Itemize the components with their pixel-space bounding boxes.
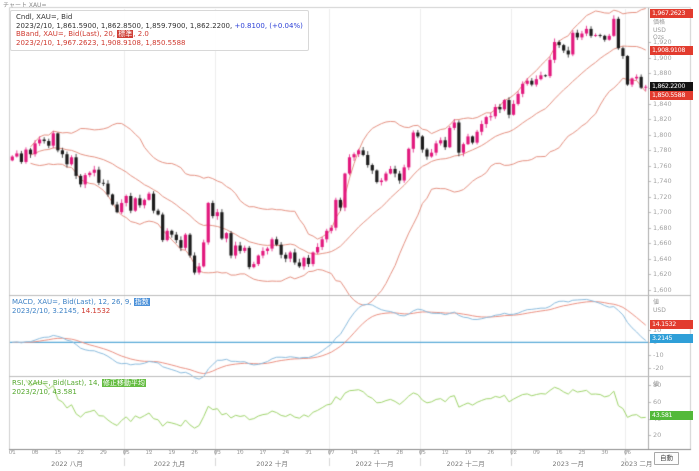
price-axis-tick: 1,620 xyxy=(653,270,672,279)
x-axis-day-label: 30 xyxy=(601,450,609,456)
price-axis-tick: 1,680 xyxy=(653,223,672,232)
x-axis-month-label: 2022 十月 xyxy=(256,460,288,468)
rsi-legend-title: RSI, XAU=, Bid(Last), 14, xyxy=(12,379,102,387)
x-axis-day-label: 02 xyxy=(510,450,518,456)
x-axis-day-label: 12 xyxy=(441,450,449,456)
x-axis-day-label: 05 xyxy=(418,450,426,456)
x-axis-day-label: 15 xyxy=(54,450,62,456)
candle-legend-title: Cndl, XAU=, Bid xyxy=(16,13,73,21)
macd-ma-mode: 指数 xyxy=(133,298,150,306)
bband-values: 2023/2/10, 1,967.2623, 1,908.9108, 1,850… xyxy=(16,38,186,47)
price-axis-tick: 1,660 xyxy=(653,239,672,248)
macd-legend[interactable]: MACD, XAU=, Bid(Last), 12, 26, 9, 指数 202… xyxy=(12,298,150,315)
x-axis-day-label: 24 xyxy=(282,450,290,456)
price-axis-tick: 1,800 xyxy=(653,130,672,139)
price-badge: 1,967.2623 xyxy=(650,8,693,18)
price-axis-tick: 1,780 xyxy=(653,146,672,155)
price-axis-tick: 1,600 xyxy=(653,285,672,294)
x-axis-day-label: 06 xyxy=(623,450,631,456)
x-axis-day-label: 10 xyxy=(236,450,244,456)
x-axis-day-label: 01 xyxy=(8,450,16,456)
x-axis-day-label: 26 xyxy=(191,450,199,456)
price-axis-tick: 1,900 xyxy=(653,53,672,62)
bband-legend-title: BBand, XAU=, Bid(Last), 20, xyxy=(16,30,118,39)
x-axis-month-label: 2023 二月 xyxy=(620,460,653,468)
macd-axis-tick: -10 xyxy=(653,351,664,360)
candle-ohlc-values: 2023/2/10, 1,861.5900, 1,862.8500, 1,859… xyxy=(16,21,235,30)
x-axis-day-label: 16 xyxy=(555,450,563,456)
rsi-legend[interactable]: RSI, XAU=, Bid(Last), 14, 修正移動平均 2023/2/… xyxy=(12,379,146,396)
x-axis-day-label: 19 xyxy=(168,450,176,456)
x-axis-day-label: 21 xyxy=(373,450,381,456)
x-axis-day-label: 07 xyxy=(327,450,335,456)
x-axis-day-label: 09 xyxy=(532,450,540,456)
window-title: チャート XAU= xyxy=(3,2,47,9)
x-axis-month-label: 2023 一月 xyxy=(552,460,585,468)
rsi-value: 2023/2/10, 43.581 xyxy=(12,387,77,396)
rsi-axis-tick: 60 xyxy=(653,398,662,407)
rsi-ma-mode: 修正移動平均 xyxy=(101,379,146,387)
price-axis-tick: 1,760 xyxy=(653,161,672,170)
x-axis-day-label: 28 xyxy=(396,450,404,456)
x-axis-day-label: 19 xyxy=(464,450,472,456)
x-axis-month-label: 2022 十一月 xyxy=(355,460,394,468)
price-axis-title: 価格 USD Ozs xyxy=(653,19,666,42)
x-axis-day-label: 14 xyxy=(350,450,358,456)
x-axis-month-label: 2022 十二月 xyxy=(446,460,485,468)
x-axis-month-label: 2022 九月 xyxy=(153,460,186,468)
x-axis-day-label: 03 xyxy=(213,450,221,456)
main-legend[interactable]: Cndl, XAU=, Bid 2023/2/10, 1,861.5900, 1… xyxy=(10,10,309,52)
macd-axis-tick: -20 xyxy=(653,364,664,373)
x-axis-day-label: 26 xyxy=(487,450,495,456)
rsi-axis-tick: 80 xyxy=(653,381,662,390)
rsi-badge: 43.581 xyxy=(650,411,693,421)
price-axis-tick: 1,840 xyxy=(653,99,672,108)
x-axis-month-label: 2022 八月 xyxy=(51,460,83,468)
macd-signal-value: 14.1532 xyxy=(81,306,111,315)
price-badge: 1,862.2200 xyxy=(650,82,693,92)
price-axis-tick: 1,740 xyxy=(653,177,672,186)
bband-ma-mode: 標準 xyxy=(117,30,134,39)
macd-badge: 14.1532 xyxy=(650,319,693,329)
x-axis-day-label: 12 xyxy=(145,450,153,456)
macd-legend-title: MACD, XAU=, Bid(Last), 12, 26, 9, xyxy=(12,298,134,306)
auto-scale-button[interactable]: 自動 xyxy=(654,452,679,465)
x-axis-day-label: 05 xyxy=(122,450,130,456)
price-axis-tick: 1,920 xyxy=(653,38,672,47)
x-axis-day-label: 31 xyxy=(304,450,312,456)
macd-axis-title: 値 USD xyxy=(653,299,666,314)
rsi-axis-title: 値 xyxy=(653,381,660,388)
rsi-axis-tick: 20 xyxy=(653,431,662,440)
x-axis-day-label: 08 xyxy=(31,450,39,456)
price-axis-tick: 1,640 xyxy=(653,254,672,263)
price-axis-tick: 1,820 xyxy=(653,115,672,124)
macd-value: 2023/2/10, 3.2145, xyxy=(12,306,82,315)
macd-badge: 3.2145 xyxy=(650,333,693,343)
x-axis-day-label: 22 xyxy=(77,450,85,456)
x-axis-day-label: 29 xyxy=(99,450,107,456)
x-axis-day-label: 23 xyxy=(578,450,586,456)
price-badge: 1,908.9108 xyxy=(650,46,693,56)
price-axis-tick: 1,880 xyxy=(653,68,672,77)
price-badge: 1,850.5588 xyxy=(650,91,693,101)
x-axis-day-label: 17 xyxy=(259,450,267,456)
price-axis-tick: 1,720 xyxy=(653,192,672,201)
macd-axis-tick: 10 xyxy=(653,325,662,334)
candle-change-value: +0.8100, (+0.04%) xyxy=(234,21,303,30)
price-axis-tick: 1,700 xyxy=(653,208,672,217)
